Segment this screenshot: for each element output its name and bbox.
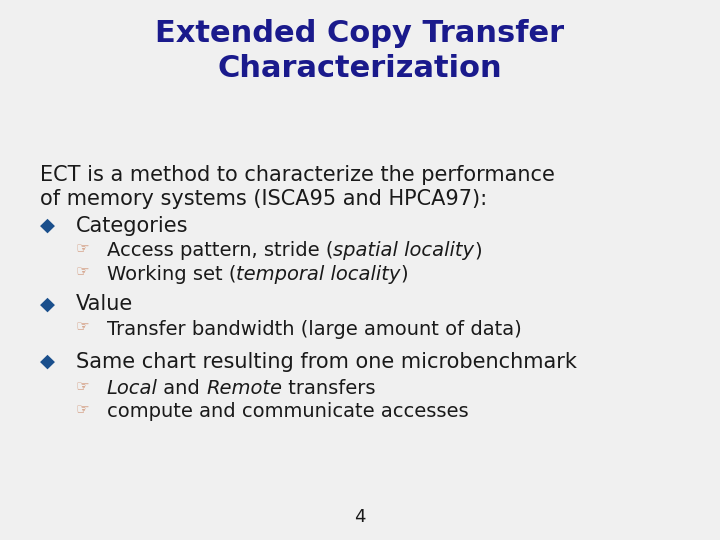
Text: Local: Local bbox=[107, 379, 158, 398]
Text: Working set (: Working set ( bbox=[107, 265, 236, 284]
Text: ☞: ☞ bbox=[76, 265, 89, 280]
Text: ): ) bbox=[474, 241, 482, 260]
Text: ECT is a method to characterize the performance: ECT is a method to characterize the perf… bbox=[40, 165, 554, 185]
Text: Same chart resulting from one microbenchmark: Same chart resulting from one microbench… bbox=[76, 352, 577, 372]
Text: ☞: ☞ bbox=[76, 402, 89, 417]
Text: compute and communicate accesses: compute and communicate accesses bbox=[107, 402, 468, 421]
Text: Transfer bandwidth (large amount of data): Transfer bandwidth (large amount of data… bbox=[107, 320, 521, 339]
Text: Remote: Remote bbox=[207, 379, 282, 398]
Text: ◆: ◆ bbox=[40, 352, 55, 371]
Text: Categories: Categories bbox=[76, 216, 188, 236]
Text: 4: 4 bbox=[354, 509, 366, 526]
Text: temporal locality: temporal locality bbox=[236, 265, 400, 284]
Text: Access pattern, stride (: Access pattern, stride ( bbox=[107, 241, 333, 260]
Text: transfers: transfers bbox=[282, 379, 376, 398]
Text: ☞: ☞ bbox=[76, 241, 89, 256]
Text: of memory systems (ISCA95 and HPCA97):: of memory systems (ISCA95 and HPCA97): bbox=[40, 189, 487, 209]
Text: ◆: ◆ bbox=[40, 294, 55, 313]
Text: ☞: ☞ bbox=[76, 320, 89, 335]
Text: ): ) bbox=[400, 265, 408, 284]
Text: Extended Copy Transfer
Characterization: Extended Copy Transfer Characterization bbox=[156, 19, 564, 83]
Text: and: and bbox=[158, 379, 207, 398]
Text: ☞: ☞ bbox=[76, 379, 89, 394]
Text: ◆: ◆ bbox=[40, 216, 55, 235]
Text: spatial locality: spatial locality bbox=[333, 241, 474, 260]
Text: Value: Value bbox=[76, 294, 133, 314]
